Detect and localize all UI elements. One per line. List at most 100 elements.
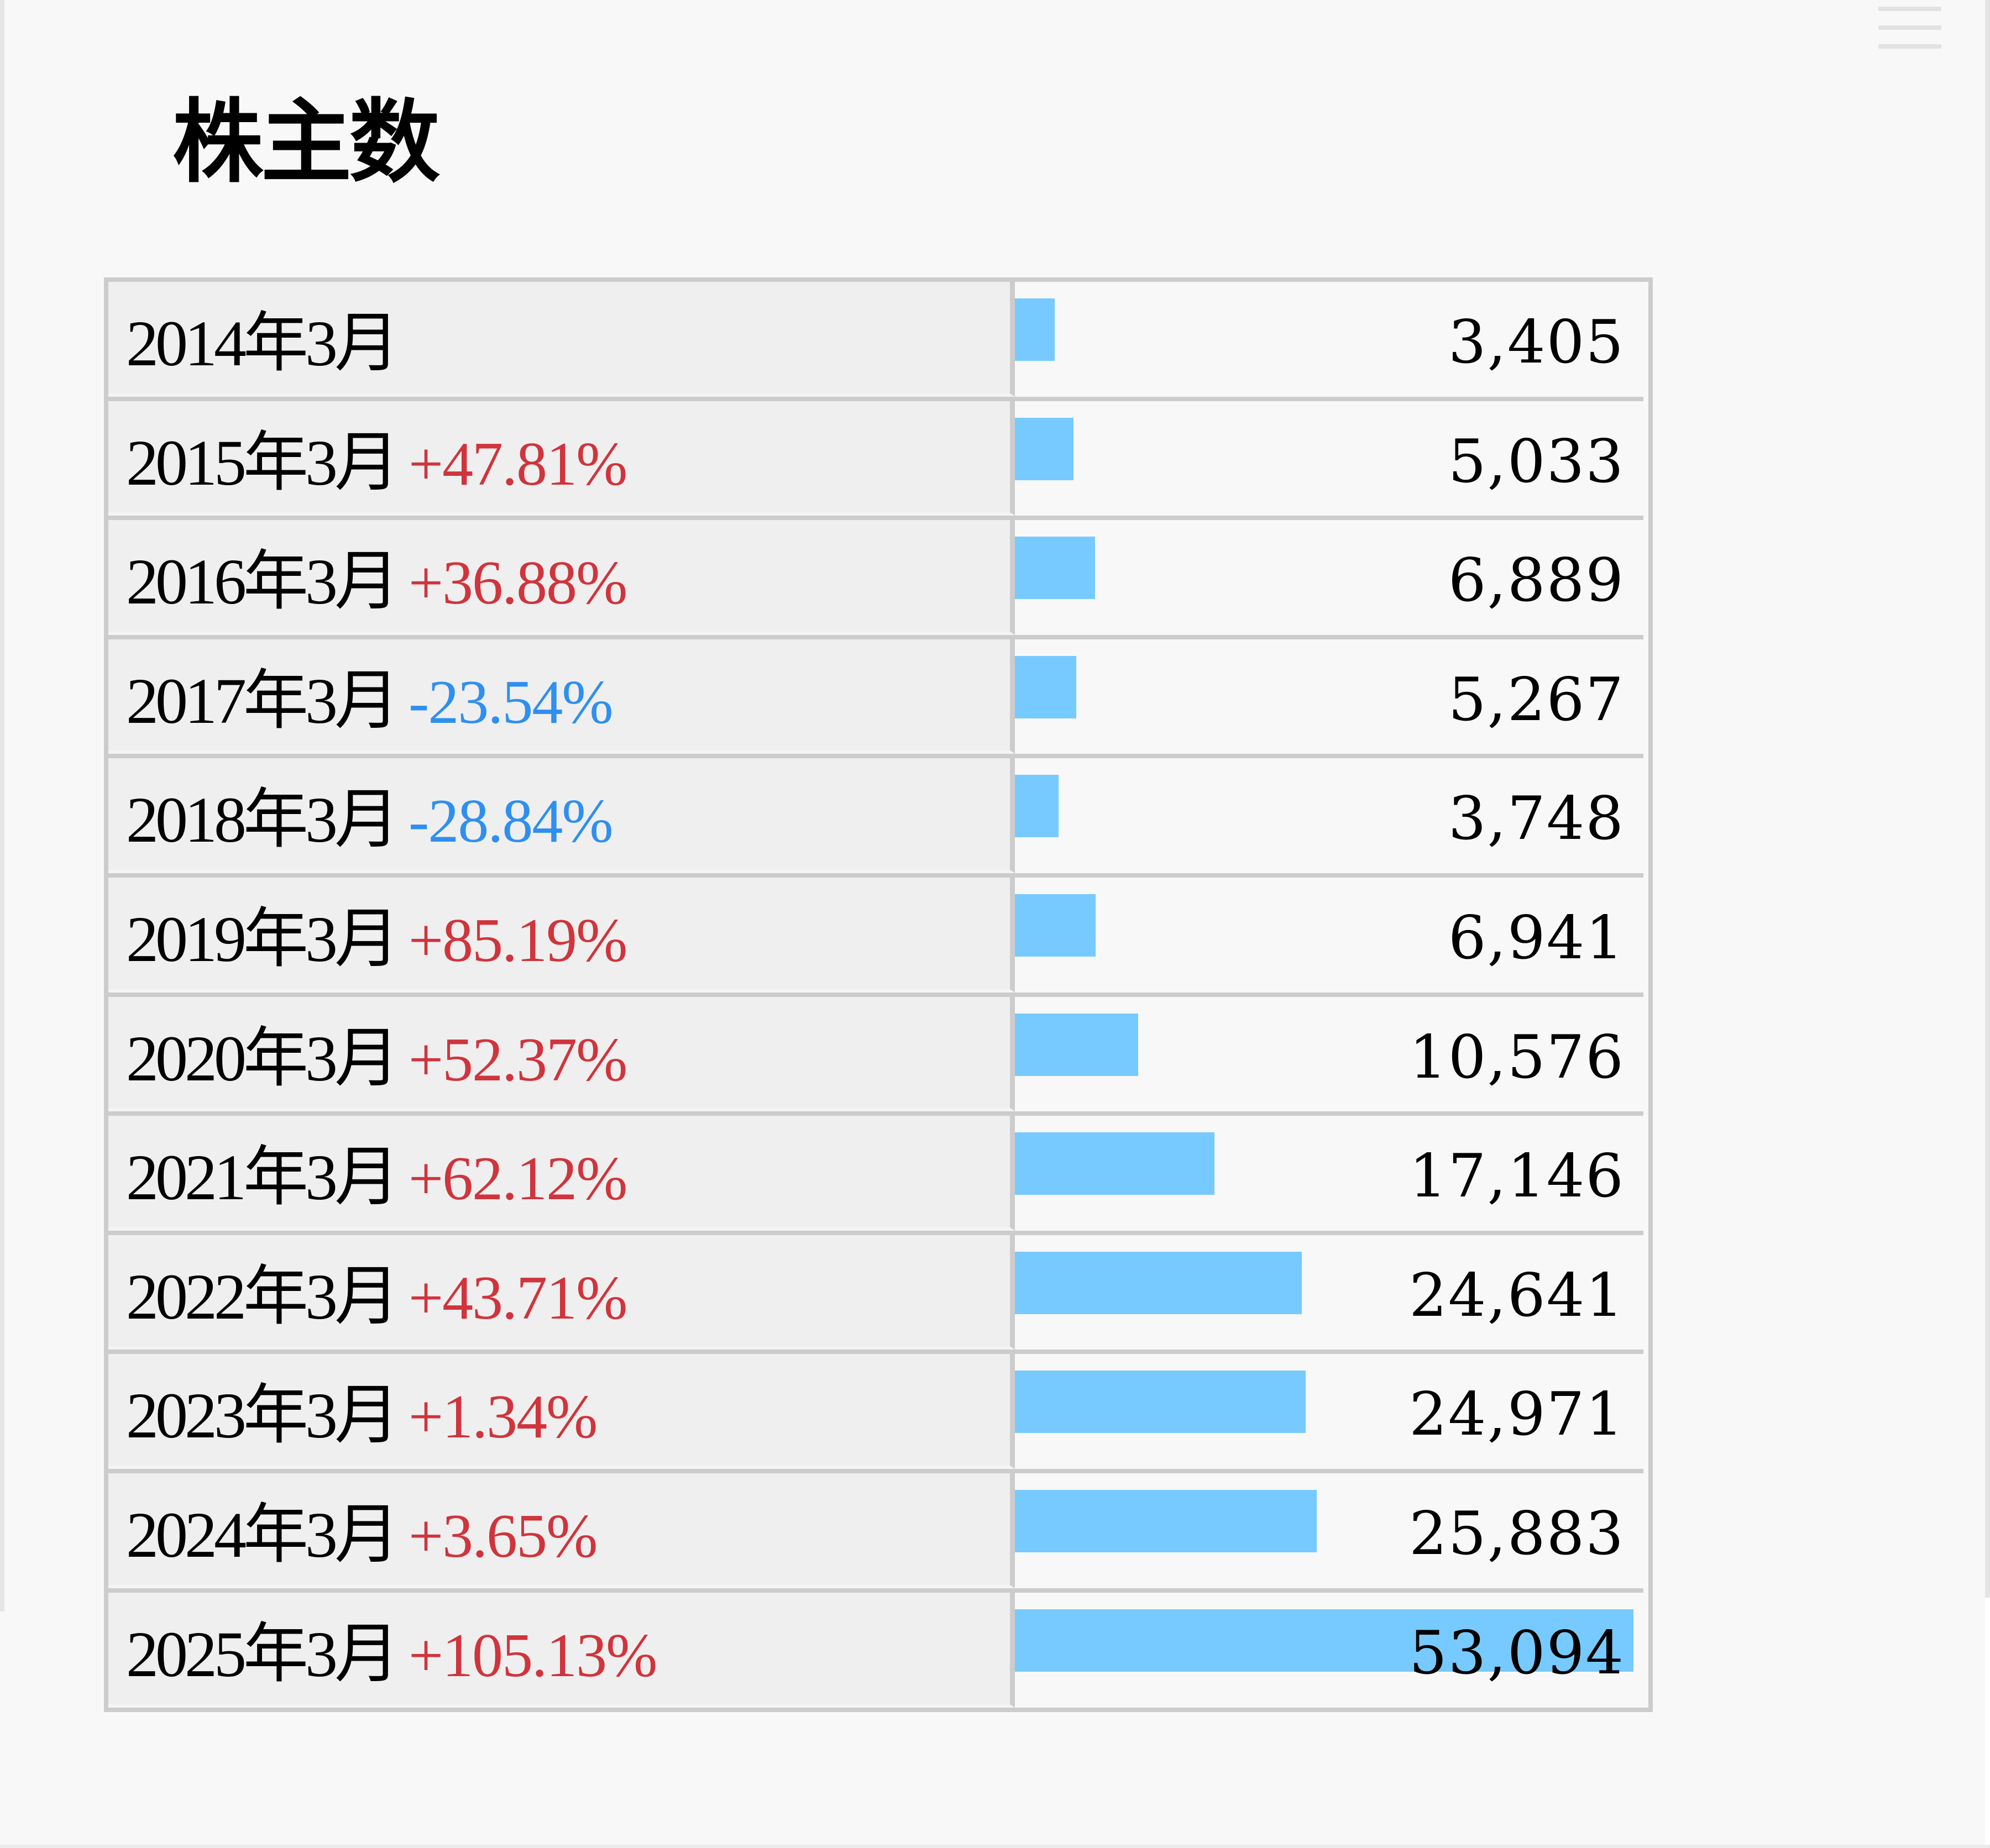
shareholder-count: 24,641 (1409, 1261, 1625, 1330)
table-row: 2019年3月 +85.19% 6,941 (108, 877, 1643, 997)
period-cell: 2014年3月 (108, 282, 1015, 397)
period-text: 2019年3月 (126, 902, 400, 975)
change-percent: +62.12% (409, 1144, 627, 1214)
period-cell: 2024年3月 +3.65% (108, 1473, 1015, 1588)
value-cell: 10,576 (1015, 996, 1643, 1112)
shareholder-count: 5,267 (1448, 665, 1625, 734)
left-edge (0, 0, 4, 1611)
value-bar (1015, 417, 1073, 480)
shareholder-count: 3,748 (1448, 784, 1625, 854)
period-label: 2024年3月 +3.65% (126, 1497, 598, 1575)
period-cell: 2018年3月 -28.84% (108, 758, 1015, 873)
period-label: 2023年3月 +1.34% (126, 1377, 598, 1456)
change-percent: +52.37% (409, 1025, 627, 1094)
period-cell: 2021年3月 +62.12% (108, 1116, 1015, 1231)
shareholders-table: 2014年3月 3,405 2015年3月 +47.81% 5,033 2016年3月 +3… (104, 277, 1653, 1712)
period-cell: 2017年3月 -23.54% (108, 639, 1015, 754)
period-label: 2025年3月 +105.13% (126, 1616, 657, 1694)
shareholder-count: 3,405 (1448, 308, 1625, 377)
value-cell: 53,094 (1015, 1592, 1643, 1708)
scrollbar-track[interactable] (1985, 0, 1990, 1598)
shareholder-count: 5,033 (1448, 427, 1625, 496)
shareholder-count: 53,094 (1409, 1618, 1625, 1688)
shareholder-count: 6,889 (1448, 546, 1625, 616)
value-bar (1015, 1132, 1214, 1195)
table-row: 2023年3月 +1.34% 24,971 (108, 1354, 1643, 1473)
value-cell: 5,267 (1015, 639, 1643, 754)
period-label: 2020年3月 +52.37% (126, 1020, 627, 1099)
shareholder-count: 25,883 (1409, 1499, 1625, 1568)
change-percent: +85.19% (409, 906, 627, 975)
value-bar (1015, 1013, 1138, 1076)
period-label: 2016年3月 +36.88% (126, 543, 627, 622)
period-text: 2016年3月 (126, 545, 400, 618)
page-title: 株主数 (172, 93, 440, 193)
value-cell: 17,146 (1015, 1116, 1643, 1231)
right-edge (1985, 1598, 1990, 1848)
change-percent: -23.54% (409, 668, 614, 737)
value-bar (1015, 1609, 1633, 1672)
value-bar (1015, 894, 1096, 957)
table-row: 2016年3月 +36.88% 6,889 (108, 520, 1643, 639)
value-cell: 24,641 (1015, 1235, 1643, 1350)
table-row: 2017年3月 -23.54% 5,267 (108, 639, 1643, 759)
period-text: 2018年3月 (126, 784, 400, 857)
period-text: 2025年3月 (126, 1618, 400, 1691)
period-label: 2014年3月 (126, 305, 400, 382)
period-text: 2020年3月 (126, 1022, 400, 1095)
value-bar (1015, 1489, 1317, 1552)
value-cell: 6,889 (1015, 520, 1643, 635)
shareholder-count: 10,576 (1409, 1022, 1625, 1092)
bottom-edge (0, 1845, 1990, 1848)
menu-line (1878, 7, 1941, 11)
table-row: 2018年3月 -28.84% 3,748 (108, 758, 1643, 878)
change-percent: -28.84% (409, 787, 614, 856)
period-cell: 2015年3月 +47.81% (108, 401, 1015, 516)
value-cell: 5,033 (1015, 401, 1643, 516)
change-percent: +43.71% (409, 1263, 627, 1332)
hamburger-menu-icon[interactable] (1874, 2, 1946, 50)
period-label: 2015年3月 +47.81% (126, 424, 627, 503)
period-cell: 2019年3月 +85.19% (108, 877, 1015, 993)
shareholder-count: 17,146 (1409, 1142, 1625, 1211)
change-percent: +1.34% (409, 1383, 598, 1452)
table-row: 2024年3月 +3.65% 25,883 (108, 1473, 1643, 1593)
period-label: 2019年3月 +85.19% (126, 901, 627, 979)
period-label: 2017年3月 -23.54% (126, 663, 614, 741)
table-row: 2015年3月 +47.81% 5,033 (108, 401, 1643, 521)
period-text: 2023年3月 (126, 1379, 400, 1452)
period-text: 2014年3月 (126, 307, 400, 380)
shareholder-count: 24,971 (1409, 1380, 1625, 1450)
period-text: 2021年3月 (126, 1141, 400, 1214)
period-cell: 2020年3月 +52.37% (108, 996, 1015, 1112)
period-text: 2024年3月 (126, 1498, 400, 1571)
value-bar (1015, 1251, 1302, 1314)
value-bar (1015, 775, 1059, 838)
menu-line (1878, 44, 1941, 49)
value-cell: 6,941 (1015, 877, 1643, 993)
shareholder-count: 6,941 (1448, 903, 1625, 973)
value-bar (1015, 537, 1095, 600)
change-percent: +47.81% (409, 429, 627, 498)
table-row: 2025年3月 +105.13% 53,094 (108, 1592, 1643, 1708)
change-percent: +3.65% (409, 1502, 598, 1571)
period-label: 2018年3月 -28.84% (126, 781, 614, 860)
change-percent: +36.88% (409, 549, 627, 618)
value-cell: 3,405 (1015, 282, 1643, 397)
table-row: 2022年3月 +43.71% 24,641 (108, 1235, 1643, 1355)
period-text: 2022年3月 (126, 1260, 400, 1333)
period-text: 2015年3月 (126, 426, 400, 499)
period-label: 2022年3月 +43.71% (126, 1258, 627, 1337)
value-bar (1015, 1371, 1306, 1434)
change-percent: +105.13% (409, 1621, 657, 1690)
period-cell: 2023年3月 +1.34% (108, 1354, 1015, 1469)
period-cell: 2025年3月 +105.13% (108, 1592, 1015, 1708)
menu-line (1878, 25, 1941, 30)
table-row: 2020年3月 +52.37% 10,576 (108, 996, 1643, 1116)
period-cell: 2022年3月 +43.71% (108, 1235, 1015, 1350)
value-cell: 24,971 (1015, 1354, 1643, 1469)
table-row: 2014年3月 3,405 (108, 282, 1643, 401)
period-cell: 2016年3月 +36.88% (108, 520, 1015, 635)
value-bar (1015, 298, 1055, 361)
value-cell: 25,883 (1015, 1473, 1643, 1588)
